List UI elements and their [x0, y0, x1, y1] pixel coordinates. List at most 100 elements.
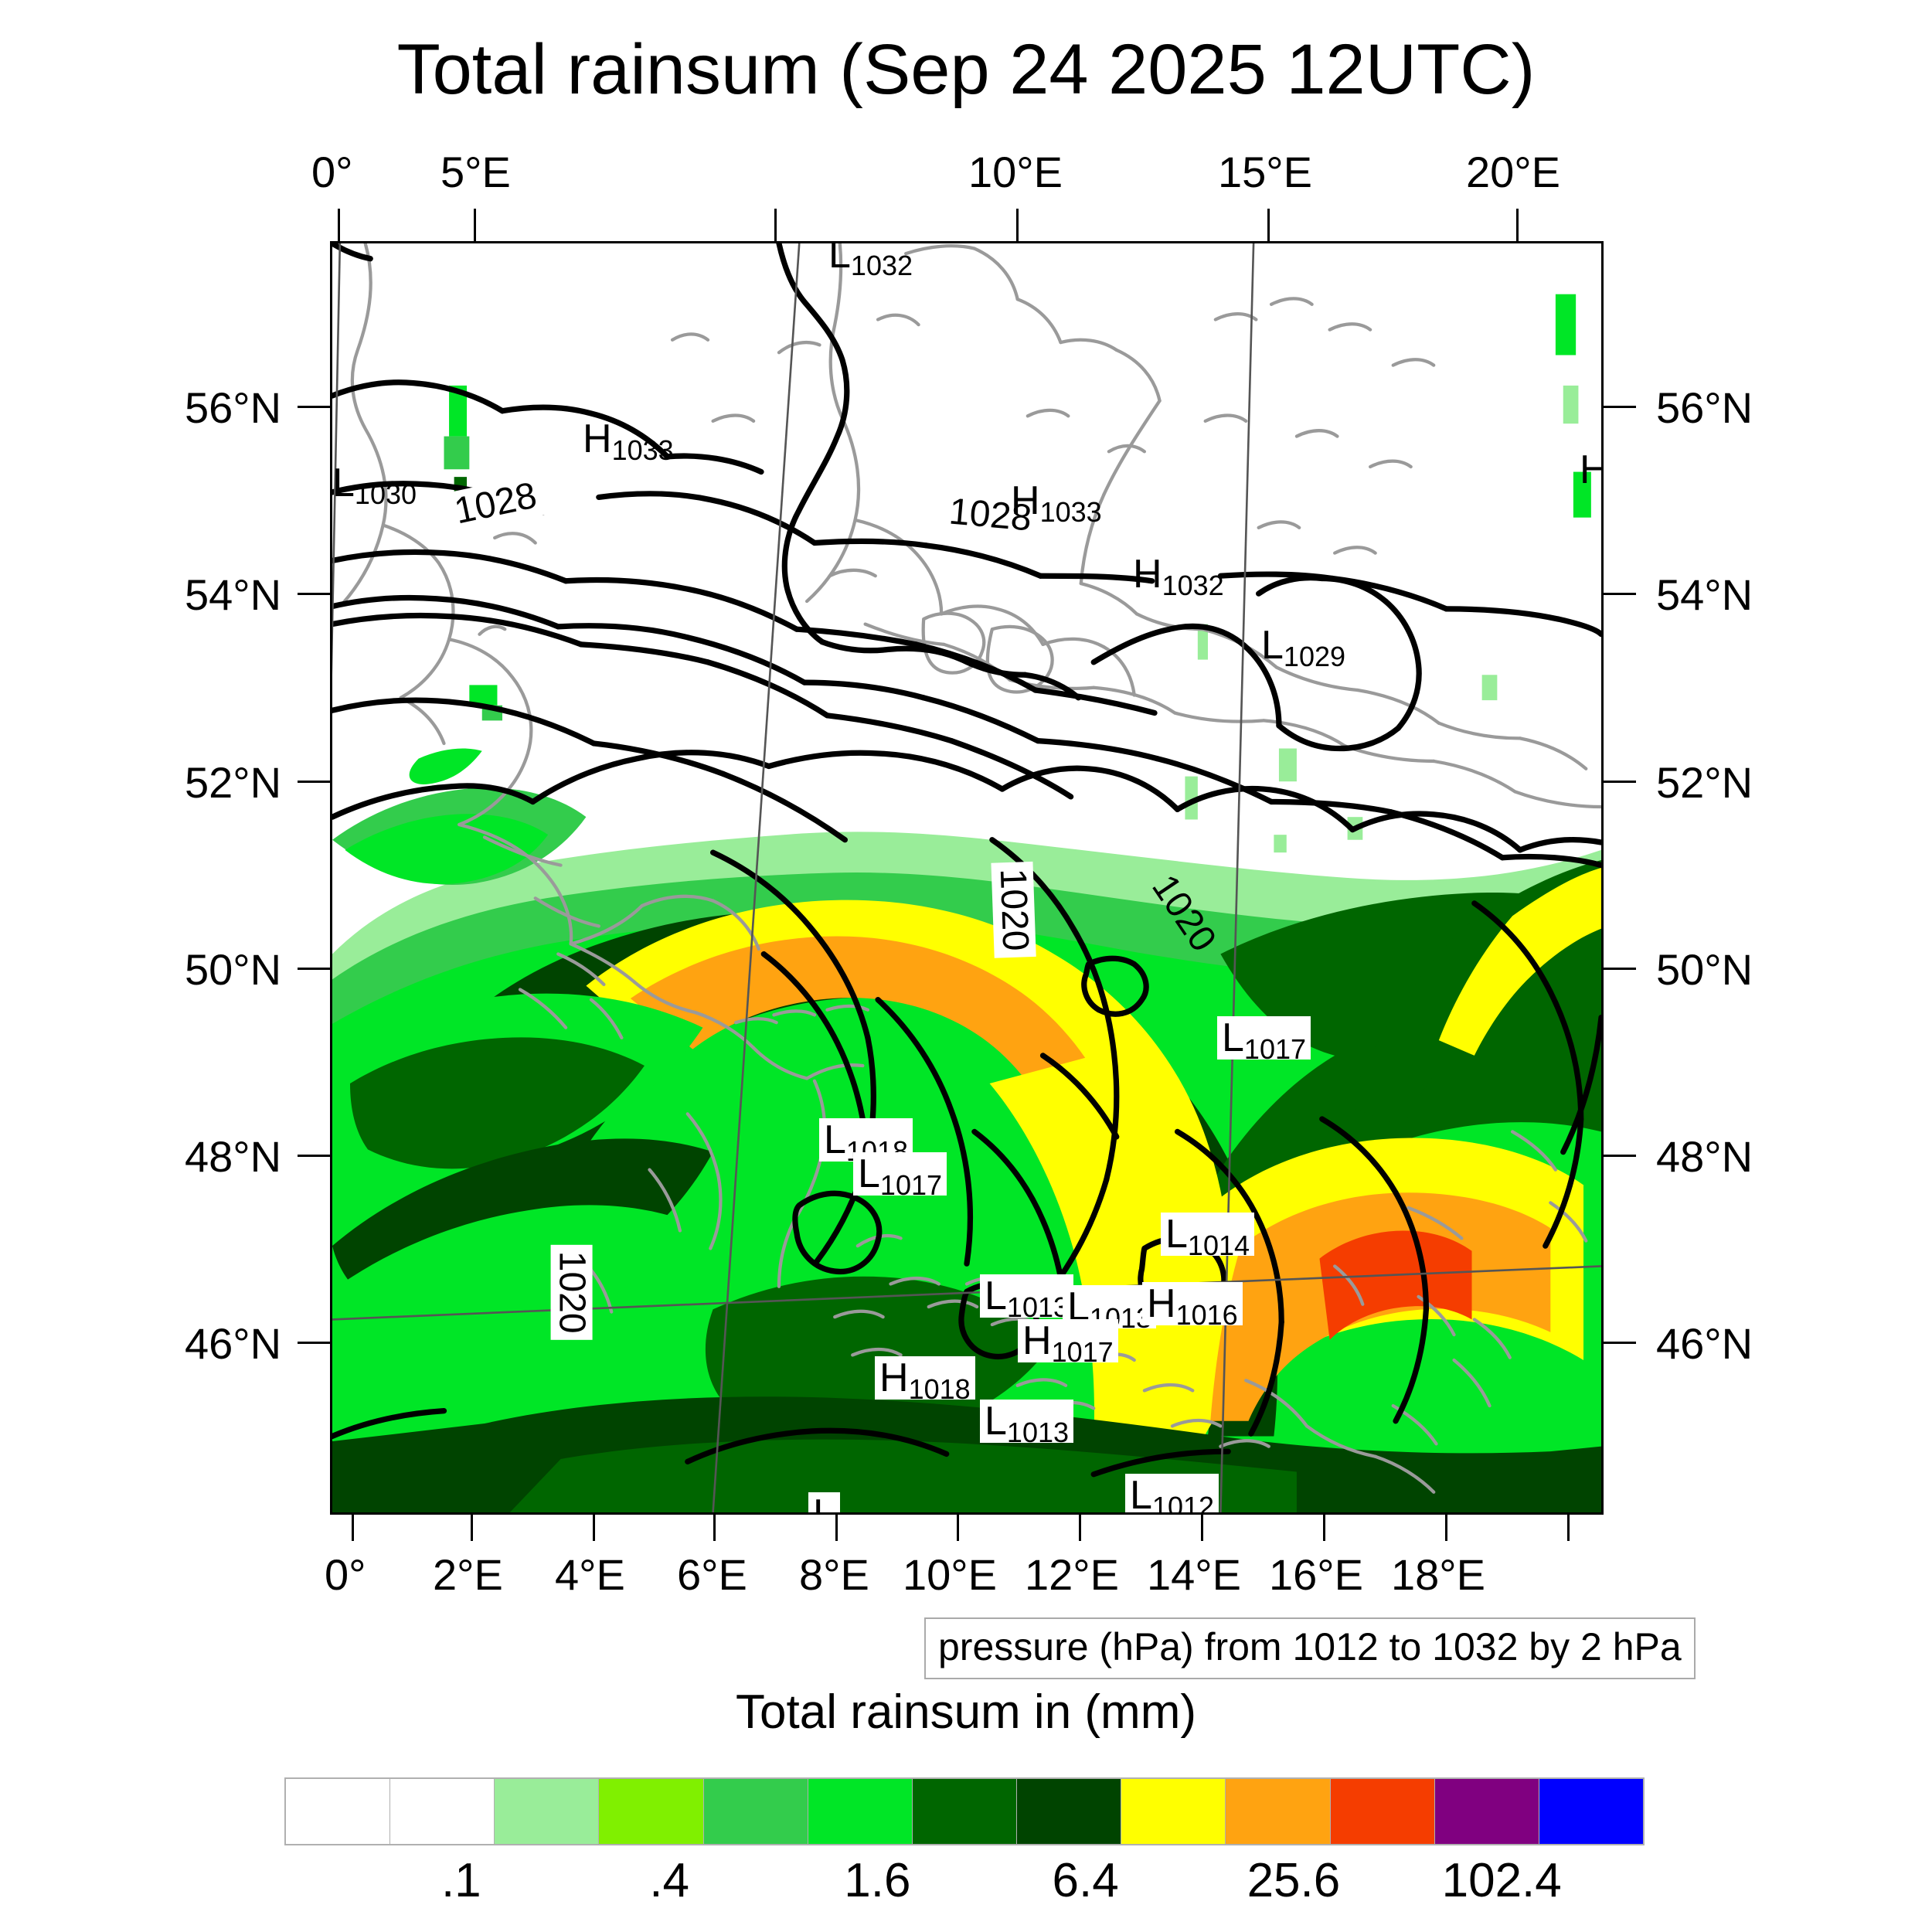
- pressure-contour-note: pressure (hPa) from 1012 to 1032 by 2 hP…: [924, 1617, 1696, 1679]
- colorbar-segment-4: [703, 1779, 808, 1844]
- isobar-label-1020: 1020: [991, 861, 1036, 958]
- bottom-tick-label: 12°E: [1025, 1550, 1120, 1599]
- left-tick-label: 46°N: [185, 1319, 282, 1368]
- right-tick-label: 46°N: [1656, 1319, 1753, 1368]
- colorbar-segment-10: [1330, 1779, 1435, 1844]
- pressure-kind: L: [824, 1117, 846, 1162]
- pressure-kind: L: [1222, 1015, 1244, 1060]
- top-tick-label: 20°E: [1466, 148, 1561, 196]
- pressure-value: 1013: [1006, 1291, 1070, 1323]
- pressure-value: 1017: [1243, 1033, 1307, 1065]
- map-canvas: [332, 243, 1601, 1512]
- map-plot-area[interactable]: 1028 1028 1020 1020 1020 H1033 H1033 H10…: [330, 241, 1604, 1515]
- bottom-tick-label: 6°E: [677, 1550, 747, 1599]
- pressure-centre-L-1013c[interactable]: L1013: [980, 1399, 1074, 1447]
- bottom-tick-label: 2°E: [433, 1550, 503, 1599]
- pressure-centre-clipped: L: [808, 1492, 840, 1515]
- pressure-value: 1029: [1283, 641, 1346, 672]
- left-tick-label: 52°N: [185, 758, 282, 807]
- right-tick-label: 54°N: [1656, 570, 1753, 619]
- pressure-kind: H: [1011, 478, 1040, 523]
- pressure-centre-L-1012[interactable]: L1012: [1125, 1474, 1219, 1515]
- pressure-kind: L: [828, 241, 851, 277]
- isobar-layer: [332, 243, 1601, 1478]
- pressure-value: 1014: [1187, 1230, 1250, 1261]
- pressure-value: 1030: [354, 478, 417, 510]
- pressure-kind: L: [985, 1399, 1007, 1444]
- pressure-centre-L-1032: L1032: [824, 241, 917, 280]
- top-tick-label: 5°E: [440, 148, 511, 196]
- pressure-value: 1017: [879, 1169, 943, 1201]
- bottom-tick-label: 4°E: [555, 1550, 625, 1599]
- pressure-centre-H-1033b: H1033: [1006, 478, 1107, 526]
- pressure-centre-L-1029: L1029: [1257, 623, 1350, 671]
- pressure-centre-H-1016[interactable]: H1016: [1142, 1281, 1243, 1329]
- colorbar-tick: 102.4: [1441, 1854, 1562, 1907]
- pressure-value: 1033: [611, 434, 674, 466]
- bottom-tick-label: 0°: [325, 1550, 366, 1599]
- colorbar[interactable]: [284, 1777, 1645, 1845]
- colorbar-segment-2: [495, 1779, 600, 1844]
- pressure-kind: L: [858, 1151, 880, 1196]
- colorbar-segment-11: [1434, 1779, 1539, 1844]
- pressure-kind: H: [1022, 1318, 1052, 1363]
- right-tick-label: 50°N: [1656, 945, 1753, 994]
- colorbar-segment-6: [912, 1779, 1018, 1844]
- pressure-value: 1032: [850, 250, 913, 281]
- colorbar-tick: .4: [649, 1854, 689, 1907]
- left-tick-label: 56°N: [185, 383, 282, 432]
- pressure-kind: L: [332, 461, 355, 505]
- left-tick-label: 50°N: [185, 945, 282, 994]
- bottom-tick-label: 10°E: [903, 1550, 998, 1599]
- colorbar-title: Total rainsum in (mm): [736, 1685, 1196, 1739]
- colorbar-tick-labels: .1 .4 1.6 6.4 25.6 102.4: [284, 1853, 1645, 1923]
- right-tick-label: 48°N: [1656, 1132, 1753, 1181]
- pressure-centre-L-1014[interactable]: L1014: [1161, 1212, 1255, 1260]
- pressure-centre-H-1033: H1033: [578, 417, 679, 464]
- pressure-kind: H: [1147, 1281, 1176, 1326]
- colorbar-segment-8: [1121, 1779, 1226, 1844]
- bottom-tick-label: 18°E: [1391, 1550, 1486, 1599]
- pressure-centre-H-edge: H: [1575, 447, 1601, 492]
- pressure-value: 1018: [908, 1373, 971, 1405]
- bottom-tick-label: 16°E: [1269, 1550, 1364, 1599]
- top-tick-label: 15°E: [1218, 148, 1313, 196]
- pressure-value: 1013: [1006, 1417, 1070, 1448]
- colorbar-segment-5: [808, 1779, 913, 1844]
- colorbar-segment-3: [599, 1779, 704, 1844]
- pressure-kind: H: [1580, 447, 1601, 492]
- colorbar-tick: 1.6: [844, 1854, 911, 1907]
- pressure-value: 1016: [1175, 1299, 1238, 1331]
- pressure-centre-H-1018[interactable]: H1018: [875, 1355, 975, 1403]
- colorbar-segment-1: [390, 1779, 495, 1844]
- pressure-value: 1012: [1151, 1491, 1215, 1515]
- pressure-value: 1032: [1162, 570, 1224, 601]
- top-tick-label: 0°: [311, 148, 353, 196]
- colorbar-tick: 25.6: [1247, 1854, 1341, 1907]
- pressure-kind: H: [879, 1355, 909, 1400]
- page-title: Total rainsum (Sep 24 2025 12UTC): [396, 30, 1536, 109]
- colorbar-tick: 6.4: [1052, 1854, 1119, 1907]
- colorbar-segment-0: [286, 1779, 391, 1844]
- pressure-kind: L: [1165, 1212, 1188, 1257]
- top-tick-label: 10°E: [968, 148, 1063, 196]
- bottom-tick-label: 14°E: [1147, 1550, 1242, 1599]
- bottom-tick-label: 8°E: [799, 1550, 869, 1599]
- pressure-kind: H: [1133, 552, 1162, 597]
- colorbar-tick: .1: [440, 1854, 481, 1907]
- right-tick-label: 56°N: [1656, 383, 1753, 432]
- pressure-centre-L-1017a[interactable]: L1017: [1217, 1015, 1311, 1063]
- pressure-value: 1017: [1051, 1336, 1114, 1368]
- pressure-kind: L: [813, 1492, 835, 1515]
- pressure-centre-L-1013a[interactable]: L1013: [980, 1274, 1074, 1321]
- pressure-centre-H-1032: H1032: [1128, 552, 1229, 600]
- pressure-centre-L-1017b[interactable]: L1017: [853, 1151, 947, 1199]
- colorbar-segment-9: [1226, 1779, 1331, 1844]
- pressure-centre-H-1017[interactable]: H1017: [1018, 1318, 1118, 1366]
- pressure-kind: L: [1261, 623, 1284, 668]
- pressure-kind: H: [583, 417, 612, 461]
- left-tick-label: 48°N: [185, 1132, 282, 1181]
- left-tick-label: 54°N: [185, 570, 282, 619]
- right-tick-label: 52°N: [1656, 758, 1753, 807]
